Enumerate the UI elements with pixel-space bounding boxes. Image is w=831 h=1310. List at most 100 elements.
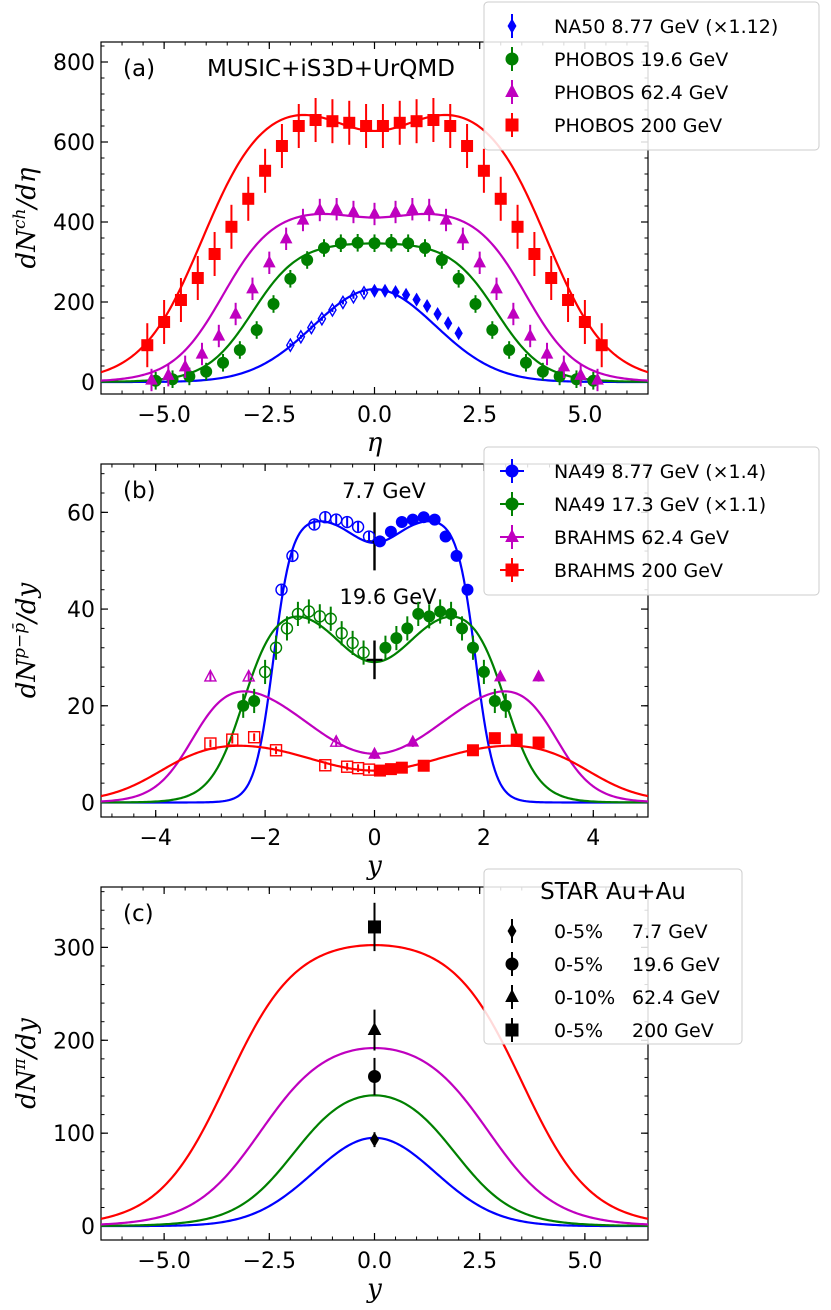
legend-marker: [505, 529, 519, 542]
x-tick-label: −5.0: [137, 403, 190, 428]
data-point: [418, 242, 431, 254]
data-point: [523, 328, 537, 341]
data-point: [410, 115, 423, 128]
y-tick-label: 200: [53, 1029, 95, 1054]
data-point: [286, 549, 299, 563]
data-point: [493, 669, 507, 682]
legend-energy: 200 GeV: [632, 1020, 714, 1042]
data-point: [528, 248, 541, 260]
data-point: [461, 140, 474, 152]
x-axis-label: η: [367, 428, 383, 458]
model-curve-red: [101, 113, 648, 374]
data-point: [417, 511, 430, 524]
legend-label: NA49 17.3 GeV (×1.1): [554, 494, 766, 516]
data-point: [401, 622, 414, 635]
data-point: [499, 699, 512, 712]
legend-frame: [483, 868, 743, 1045]
data-point: [423, 610, 436, 623]
legend-label: PHOBOS 19.6 GeV: [554, 49, 728, 71]
data-point: [259, 164, 272, 177]
y-tick-label: 0: [81, 791, 95, 816]
y-tick-label: 400: [53, 211, 95, 236]
data-point: [519, 356, 532, 369]
model-curve-green: [101, 1094, 648, 1227]
data-point: [338, 294, 348, 310]
data-point: [469, 298, 482, 310]
legend-marker: [505, 1023, 519, 1037]
y-axis-label: dNp−p̄/dy: [10, 582, 42, 698]
data-point: [360, 120, 373, 132]
data-point: [301, 254, 314, 266]
data-point: [226, 733, 239, 746]
y-tick-label: 60: [67, 501, 95, 526]
data-point: [393, 116, 406, 129]
x-tick-label: 2.5: [462, 403, 497, 428]
legend-energy: 19.6 GeV: [632, 954, 720, 976]
legend-marker: [505, 989, 519, 1002]
y-tick-label: 20: [67, 695, 95, 720]
legend-energy: 62.4 GeV: [632, 987, 720, 1009]
data-point: [370, 283, 379, 298]
data-point: [328, 302, 337, 318]
panel-tag: (c): [123, 901, 154, 927]
data-point: [373, 535, 386, 548]
panel-tag: (a): [123, 56, 155, 82]
panel-tag: (b): [123, 478, 156, 504]
data-point: [443, 316, 453, 331]
panel-title: MUSIC+iS3D+UrQMD: [207, 56, 455, 82]
data-point: [466, 641, 479, 654]
data-point: [267, 298, 280, 310]
x-tick-label: −2.5: [243, 403, 296, 428]
data-point: [444, 120, 457, 132]
data-point: [401, 287, 411, 302]
data-point: [456, 622, 469, 635]
data-point: [477, 164, 490, 177]
data-point: [384, 763, 397, 776]
data-point: [503, 344, 516, 356]
data-point: [370, 1132, 379, 1148]
data-point: [384, 525, 397, 538]
legend-centrality: 0-10%: [554, 987, 615, 1009]
data-point: [494, 192, 507, 205]
data-point: [422, 202, 436, 215]
data-point: [141, 339, 154, 352]
data-point: [373, 764, 386, 777]
y-axis-label: dNch/dη: [10, 167, 42, 268]
data-point: [452, 272, 465, 285]
data-point: [178, 359, 192, 372]
legend: NA49 8.77 GeV (×1.4) NA49 17.3 GeV (×1.1)…: [483, 446, 820, 596]
legend: NA50 8.77 GeV (×1.12) PHOBOS 19.6 GeV PHOB…: [483, 1, 820, 151]
data-point: [368, 237, 381, 250]
data-point: [456, 231, 470, 244]
x-tick-label: 5.0: [567, 403, 602, 428]
legend-marker: [507, 923, 517, 939]
data-point: [351, 520, 365, 534]
data-point: [195, 346, 209, 359]
x-tick-label: 2.5: [462, 1249, 497, 1274]
legend-marker: [505, 52, 519, 66]
data-point: [450, 549, 463, 562]
data-point: [285, 337, 295, 353]
data-point: [510, 733, 523, 746]
data-point: [433, 306, 442, 322]
data-point: [200, 365, 213, 378]
data-point: [532, 669, 545, 682]
data-point: [473, 255, 487, 268]
legend-label: NA49 8.77 GeV (×1.4): [554, 461, 766, 483]
y-tick-label: 0: [81, 371, 95, 396]
data-point: [439, 212, 453, 225]
legend: STAR Au+Au 0-5% 7.7 GeV 0-5% 19.6 GeV 0-10% 62…: [483, 868, 743, 1045]
data-point: [319, 759, 332, 772]
data-point: [292, 120, 305, 132]
data-point: [507, 306, 520, 319]
x-axis-label: y: [366, 851, 382, 881]
legend-label: NA50 8.77 GeV (×1.12): [554, 16, 778, 38]
legend-marker: [505, 118, 519, 132]
x-tick-label: −4: [139, 826, 171, 851]
legend-marker: [505, 497, 519, 511]
data-point: [488, 732, 501, 745]
plot-area: [101, 510, 648, 804]
data-point: [351, 236, 364, 249]
data-point: [343, 116, 356, 129]
data-point: [296, 329, 306, 345]
